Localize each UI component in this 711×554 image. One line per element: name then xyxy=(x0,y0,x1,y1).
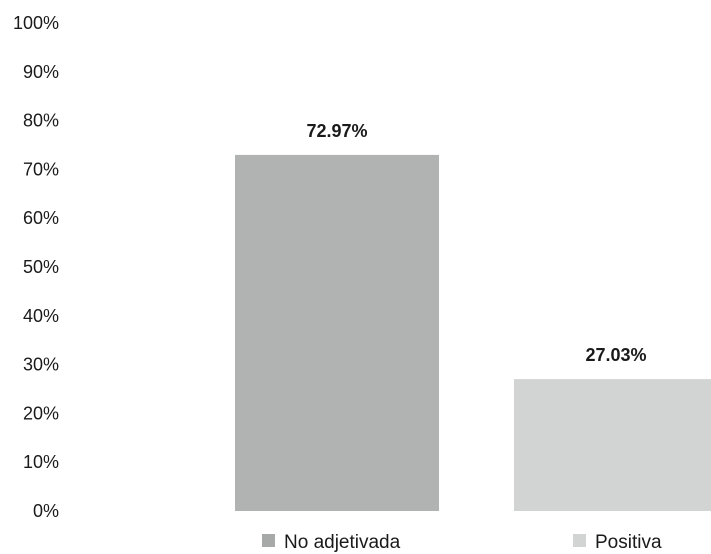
y-tick-label: 20% xyxy=(23,403,59,423)
legend-label: No adjetivada xyxy=(284,532,401,553)
bar xyxy=(514,379,711,511)
y-tick-label: 40% xyxy=(23,306,59,326)
y-tick-label: 10% xyxy=(23,452,59,472)
y-axis: 0% 10% 20% 30% 40% 50% 60% 70% 80% 90% 100% xyxy=(13,13,59,521)
bars xyxy=(235,154,711,511)
y-tick-label: 60% xyxy=(23,208,59,228)
y-tick-label: 70% xyxy=(23,159,59,179)
legend: No adjetivada Positiva xyxy=(262,532,662,553)
y-tick-label: 50% xyxy=(23,257,59,277)
data-labels: 72.97% 27.03% xyxy=(306,121,646,365)
y-tick-label: 30% xyxy=(23,355,59,375)
legend-label: Positiva xyxy=(595,532,662,553)
data-label: 72.97% xyxy=(306,121,367,141)
y-tick-label: 90% xyxy=(23,62,59,82)
legend-swatch xyxy=(262,534,275,547)
bar xyxy=(235,154,439,511)
legend-swatch xyxy=(573,534,586,547)
data-label: 27.03% xyxy=(585,345,646,365)
y-tick-label: 100% xyxy=(13,13,59,33)
y-tick-label: 0% xyxy=(33,501,59,521)
y-tick-label: 80% xyxy=(23,111,59,131)
